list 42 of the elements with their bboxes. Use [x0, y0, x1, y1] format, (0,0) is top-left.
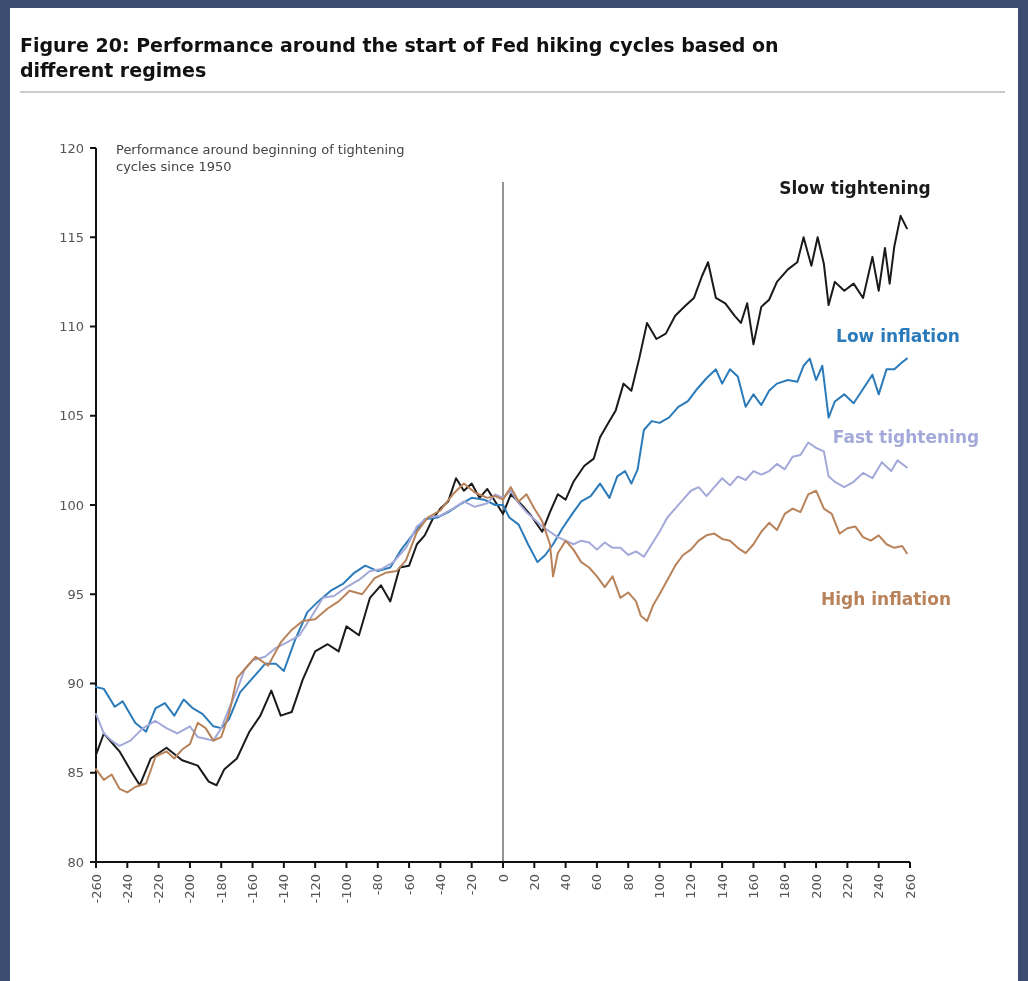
y-tick-label: 110 [59, 319, 84, 335]
x-tick-label: 80 [620, 874, 636, 891]
y-tick-label: 115 [59, 229, 84, 245]
x-tick-label: 240 [871, 874, 887, 899]
x-tick-label: -80 [370, 874, 386, 896]
chart-title: Figure 20: Performance around the start of Fed hiking cycles based on different regimes [20, 34, 779, 81]
x-tick-label: 180 [777, 874, 793, 899]
x-tick-label: -140 [276, 874, 292, 904]
x-tick-label: -20 [464, 874, 480, 896]
x-tick-label: -220 [151, 874, 167, 904]
x-tick-label: 20 [526, 874, 542, 891]
x-tick-label: 100 [652, 874, 668, 899]
x-tick-label: -120 [307, 874, 323, 904]
x-tick-label: -180 [213, 874, 229, 904]
x-tick-label: 120 [683, 874, 699, 899]
x-tick-label: 40 [558, 874, 574, 891]
y-tick-label: 105 [59, 408, 84, 424]
x-tick-label: 140 [714, 874, 730, 899]
x-tick-label: -100 [339, 874, 355, 904]
text: High inflation [821, 589, 951, 609]
x-tick-label: -40 [432, 874, 448, 896]
y-tick-label: 100 [59, 497, 84, 513]
y-tick-label: 85 [67, 765, 84, 781]
y-tick-label: 120 [59, 140, 84, 156]
x-tick-label: -260 [88, 874, 104, 904]
series-label: Fast tightening [832, 427, 980, 447]
x-tick-label: 260 [902, 874, 918, 899]
x-tick-label: -200 [182, 874, 198, 904]
y-tick-label: 90 [67, 676, 84, 692]
annotation: Performance around beginning of tightening cycles since 1950 [116, 142, 405, 174]
x-tick-label: 160 [746, 874, 762, 899]
x-tick-label: -60 [401, 874, 417, 896]
text: Slow tightening [779, 178, 931, 198]
x-tick-label: 60 [589, 874, 605, 891]
y-tick-label: 95 [67, 586, 84, 602]
x-tick-label: 0 [495, 874, 511, 883]
y-tick-label: 80 [67, 854, 84, 870]
x-tick-label: 220 [839, 874, 855, 899]
series-label: Low inflation [836, 326, 960, 346]
x-tick-label: -160 [245, 874, 261, 904]
x-tick-label: 200 [808, 874, 824, 899]
x-tick-label: -240 [119, 874, 135, 904]
